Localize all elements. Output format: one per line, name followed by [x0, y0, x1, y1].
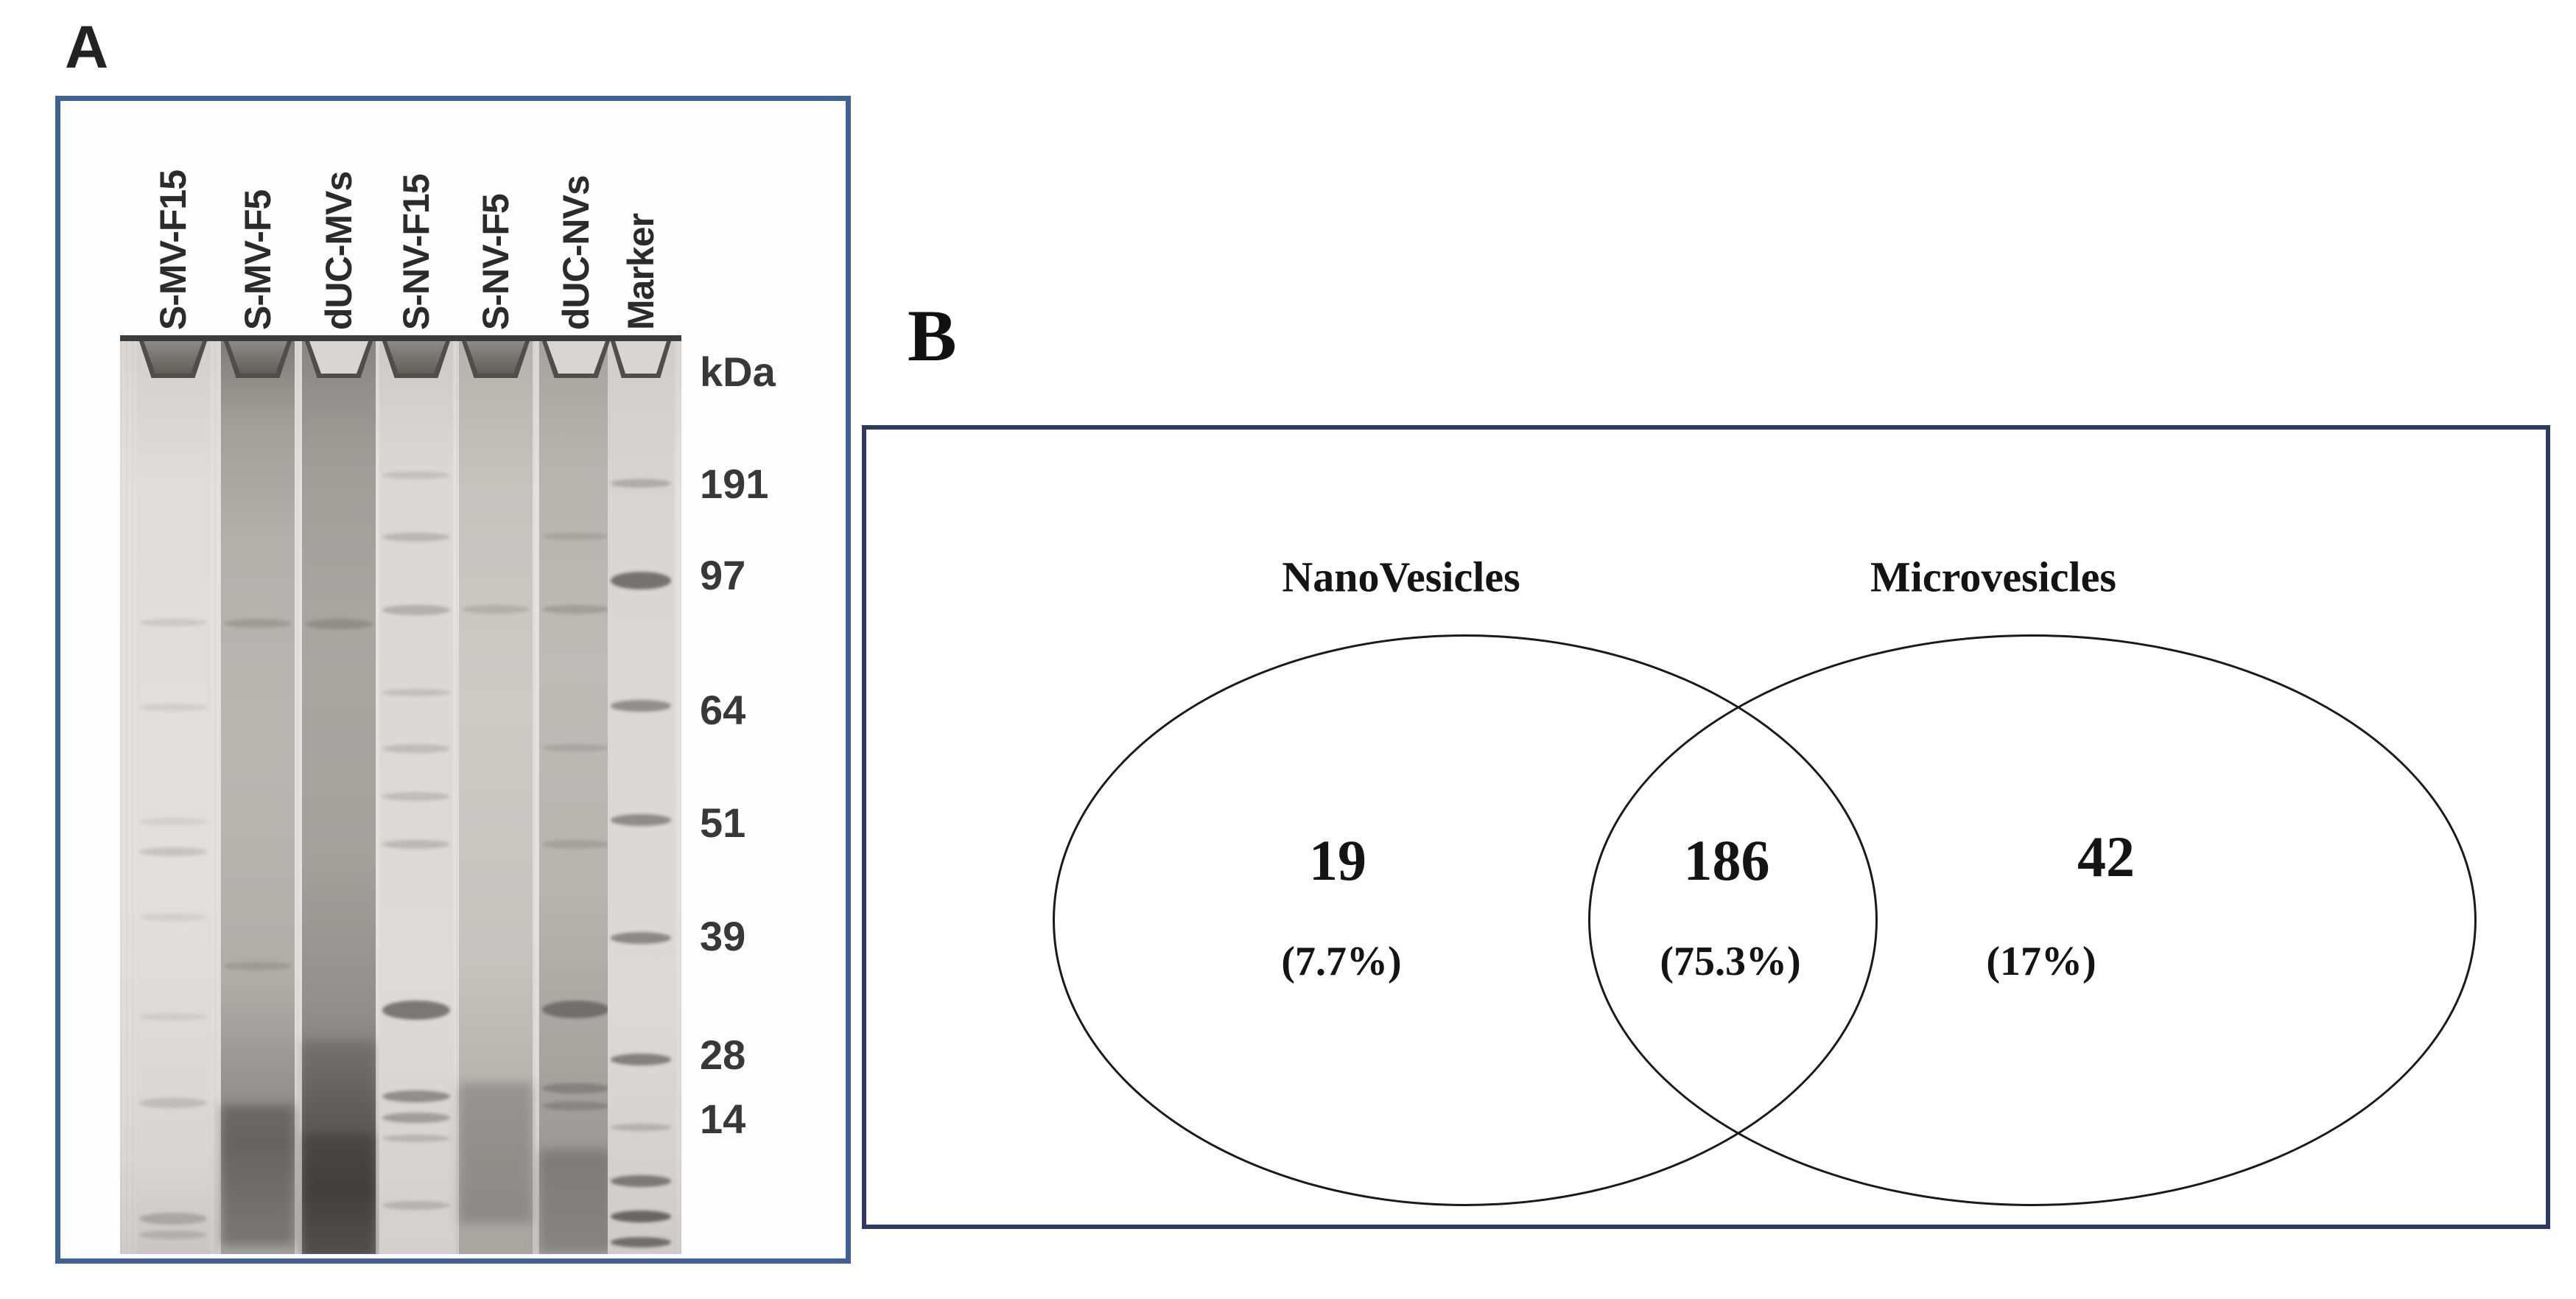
gel-band: [382, 792, 450, 801]
kda-value-64: 64: [700, 687, 746, 733]
gel-smear: [302, 1041, 376, 1137]
gel-band: [610, 814, 672, 826]
panel-a-label: A: [65, 14, 109, 81]
gel-lane-marker: [608, 341, 674, 1254]
gel-lane-duc-mvs: [302, 341, 376, 1254]
gel-lane-s-mv-f15: [136, 341, 210, 1254]
gel-top-edge: [120, 335, 681, 341]
lane-label-duc-mvs: dUC-MVs: [318, 171, 359, 330]
gel-band: [224, 962, 292, 970]
gel-well: [462, 341, 530, 378]
lane-label-s-mv-f5: S-MV-F5: [237, 189, 278, 330]
gel-band: [610, 572, 672, 589]
gel-smear: [302, 1135, 376, 1254]
gel-band: [139, 1230, 207, 1239]
gel-band: [139, 1013, 207, 1020]
gel-band: [610, 1054, 672, 1065]
gel-band: [139, 818, 207, 825]
gel-lane-s-nv-f5: [459, 341, 533, 1254]
venn-intersection-count: 186: [1683, 828, 1770, 892]
gel-smear: [221, 1105, 295, 1245]
gel-band: [610, 932, 672, 944]
gel-band: [139, 704, 207, 711]
venn-left-set-label: NanoVesicles: [1282, 553, 1520, 601]
gel-band: [610, 479, 672, 488]
kda-value-14: 14: [700, 1096, 746, 1142]
gel-band: [382, 1090, 450, 1102]
gel-band: [382, 605, 450, 615]
gel-band: [542, 744, 610, 752]
gel-band: [542, 533, 610, 540]
gel-band: [610, 1175, 672, 1187]
lane-label-s-nv-f15: S-NV-F15: [396, 174, 437, 330]
lane-label-s-mv-f15: S-MV-F15: [152, 169, 194, 330]
gel-band: [224, 619, 292, 628]
gel-band: [382, 1201, 450, 1210]
gel-band: [139, 1213, 207, 1225]
kda-value-39: 39: [700, 913, 746, 959]
gel-smear: [539, 1149, 613, 1253]
gel-band: [610, 1237, 672, 1247]
kda-value-28: 28: [700, 1032, 746, 1078]
gel-band: [382, 472, 450, 479]
kda-value-97: 97: [700, 552, 746, 598]
lane-label-duc-nvs: dUC-NVs: [555, 175, 597, 330]
gel-band: [382, 533, 450, 542]
gel-band: [542, 840, 610, 849]
venn-ellipse-microvesicles: [1588, 634, 2477, 1206]
venn-left-percent: (7.7%): [1281, 939, 1402, 984]
gel-band: [542, 605, 610, 614]
kda-value-191: 191: [700, 461, 769, 507]
gel-band: [610, 1211, 672, 1222]
gel-band: [305, 619, 373, 629]
gel-band: [542, 1001, 610, 1018]
gel-band: [542, 1102, 610, 1110]
gel-well: [382, 341, 450, 378]
gel-band: [382, 1135, 450, 1142]
gel-band: [139, 847, 207, 856]
gel-well: [139, 341, 207, 378]
gel-band: [382, 744, 450, 753]
lane-label-s-nv-f5: S-NV-F5: [475, 194, 516, 330]
gel-well: [542, 341, 610, 378]
venn-right-set-label: Microvesicles: [1870, 553, 2116, 601]
gel-lane-s-mv-f5: [221, 341, 295, 1254]
gel-well: [224, 341, 292, 378]
venn-right-percent: (17%): [1986, 939, 2096, 984]
gel-band: [139, 914, 207, 921]
gel-band: [382, 840, 450, 849]
lane-label-marker: Marker: [620, 214, 661, 330]
gel-band: [462, 605, 530, 614]
venn-right-count: 42: [2077, 824, 2135, 889]
gel-well: [305, 341, 373, 378]
gel-band: [139, 1098, 207, 1108]
gel-well: [611, 341, 671, 378]
kda-unit-label: kDa: [700, 349, 776, 395]
panel-b-box: NanoVesicles Microvesicles 19 (7.7%) 186…: [862, 425, 2550, 1229]
panel-b-label: B: [908, 295, 957, 377]
gel-band: [139, 619, 207, 626]
gel-band: [382, 1001, 450, 1020]
gel-lane-s-nv-f15: [379, 341, 453, 1254]
venn-intersection-percent: (75.3%): [1660, 939, 1801, 984]
gel-smear: [459, 1083, 533, 1223]
kda-value-51: 51: [700, 799, 746, 846]
gel-lane-duc-nvs: [539, 341, 613, 1254]
venn-left-count: 19: [1309, 828, 1366, 892]
gel-image: [120, 335, 681, 1254]
gel-band: [610, 700, 672, 712]
gel-band: [382, 689, 450, 696]
gel-band: [382, 1113, 450, 1123]
gel-band: [542, 1083, 610, 1093]
gel-band: [610, 1124, 672, 1131]
